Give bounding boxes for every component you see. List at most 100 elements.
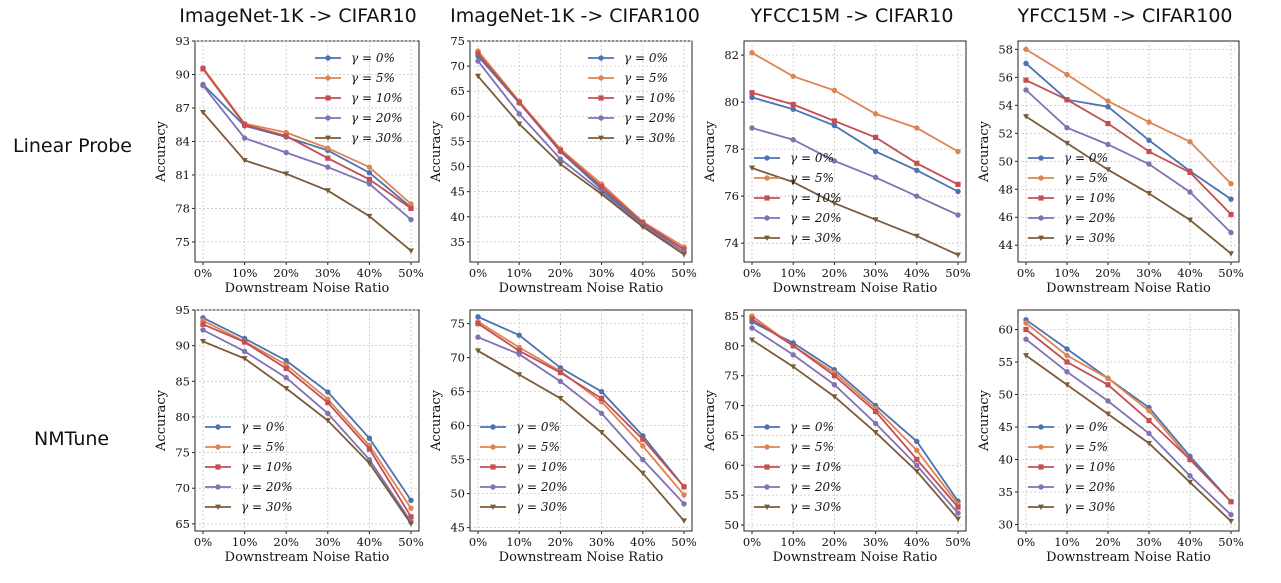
plot-frame: [469, 40, 693, 263]
legend-item-5: γ = 30%: [1028, 231, 1116, 245]
legend-item-2: γ = 5%: [588, 71, 668, 85]
data-point: [366, 181, 373, 187]
legend-marker: [764, 484, 770, 490]
series-5: [749, 337, 961, 523]
legend-item-5: γ = 30%: [480, 500, 568, 514]
legend: γ = 0% γ = 5% γ = 10% γ = 20% γ = 30%: [588, 51, 676, 145]
data-point: [366, 446, 372, 452]
series-line: [202, 68, 412, 210]
y-tick-label: 93: [175, 34, 190, 48]
legend-item-3: γ = 10%: [1028, 191, 1116, 205]
data-point: [1105, 398, 1111, 404]
data-point: [1146, 137, 1152, 144]
legend-marker: [1038, 215, 1044, 221]
y-axis-label: Accuracy: [154, 389, 169, 452]
series-line: [202, 329, 412, 523]
series-line: [1025, 319, 1232, 503]
y-axis-label: Accuracy: [154, 120, 169, 183]
data-point: [557, 378, 564, 385]
legend-label: γ = 30%: [241, 500, 293, 514]
legend-item-1: γ = 0%: [205, 420, 285, 434]
x-tick-label: 50%: [671, 535, 697, 549]
x-axis-label: Downstream Noise Ratio: [499, 281, 664, 296]
y-tick-label: 50: [998, 154, 1013, 168]
series-1: [200, 315, 414, 504]
legend-label: γ = 0%: [790, 151, 834, 165]
legend-label: γ = 10%: [790, 191, 842, 205]
legend-label: γ = 30%: [1064, 500, 1116, 514]
legend-item-3: γ = 10%: [315, 91, 403, 105]
data-point: [516, 351, 522, 357]
legend-label: γ = 30%: [790, 500, 842, 514]
x-tick-label: 10%: [506, 266, 532, 280]
legend-marker: [764, 215, 770, 221]
x-tick-label: 30%: [315, 266, 341, 280]
data-point: [557, 369, 563, 376]
column-title-2: ImageNet-1K -> CIFAR100: [450, 5, 700, 27]
series-line: [202, 319, 412, 509]
y-tick-label: 80: [724, 339, 739, 353]
series-line: [202, 323, 412, 518]
legend-label: γ = 20%: [1064, 211, 1116, 225]
y-tick-label: 90: [175, 67, 190, 81]
data-point: [599, 395, 605, 401]
data-point: [1146, 119, 1152, 125]
series-5: [475, 73, 687, 258]
legend-marker: [490, 504, 496, 510]
legend-label: γ = 30%: [624, 131, 676, 145]
series-line: [1025, 48, 1232, 185]
x-tick-label: 10%: [506, 535, 532, 549]
legend-item-2: γ = 5%: [480, 440, 560, 454]
y-tick-label: 45: [450, 521, 465, 535]
legend-item-2: γ = 5%: [1028, 440, 1108, 454]
y-tick-label: 70: [175, 481, 190, 495]
data-point: [749, 316, 755, 322]
series-5: [200, 110, 414, 254]
data-point: [516, 348, 522, 354]
legend: γ = 0% γ = 5% γ = 10% γ = 20% γ = 30%: [315, 51, 403, 145]
legend-item-2: γ = 5%: [205, 440, 285, 454]
data-point: [325, 155, 331, 161]
data-point: [324, 418, 331, 424]
data-point: [831, 122, 838, 129]
y-tick-label: 46: [998, 210, 1013, 224]
series-2: [1023, 46, 1234, 187]
data-point: [955, 148, 961, 155]
legend-label: γ = 0%: [790, 420, 834, 434]
legend-marker: [1038, 504, 1044, 510]
x-axis-label: Downstream Noise Ratio: [225, 550, 390, 565]
series-line: [751, 327, 959, 514]
data-point: [516, 372, 523, 378]
legend-item-1: γ = 0%: [1028, 151, 1108, 165]
data-point: [831, 200, 838, 207]
plot-frame: [1017, 40, 1240, 263]
data-point: [1023, 46, 1029, 53]
data-point: [790, 179, 797, 186]
data-point: [366, 176, 372, 183]
legend-marker: [1038, 444, 1044, 450]
legend-marker: [490, 484, 496, 490]
y-tick-label: 52: [998, 126, 1013, 140]
data-point: [749, 90, 755, 96]
y-tick-label: 90: [175, 339, 190, 353]
x-tick-label: 50%: [945, 266, 971, 280]
legend-item-2: γ = 5%: [754, 440, 834, 454]
x-tick-label: 30%: [863, 535, 889, 549]
data-point: [1146, 161, 1152, 167]
series-line: [477, 350, 685, 522]
legend-marker: [764, 155, 770, 161]
x-tick-label: 50%: [1218, 535, 1244, 549]
series-line: [202, 83, 412, 208]
data-point: [1228, 229, 1234, 236]
series-line: [1025, 89, 1232, 234]
y-tick-label: 95: [175, 303, 190, 317]
data-point: [873, 408, 879, 415]
data-point: [1023, 114, 1029, 120]
x-tick-label: 50%: [398, 535, 424, 549]
legend: γ = 0% γ = 5% γ = 10% γ = 20% γ = 30%: [754, 151, 842, 245]
y-tick-label: 50: [450, 487, 465, 501]
data-point: [1187, 473, 1193, 479]
legend-label: γ = 30%: [790, 231, 842, 245]
data-point: [914, 447, 920, 454]
